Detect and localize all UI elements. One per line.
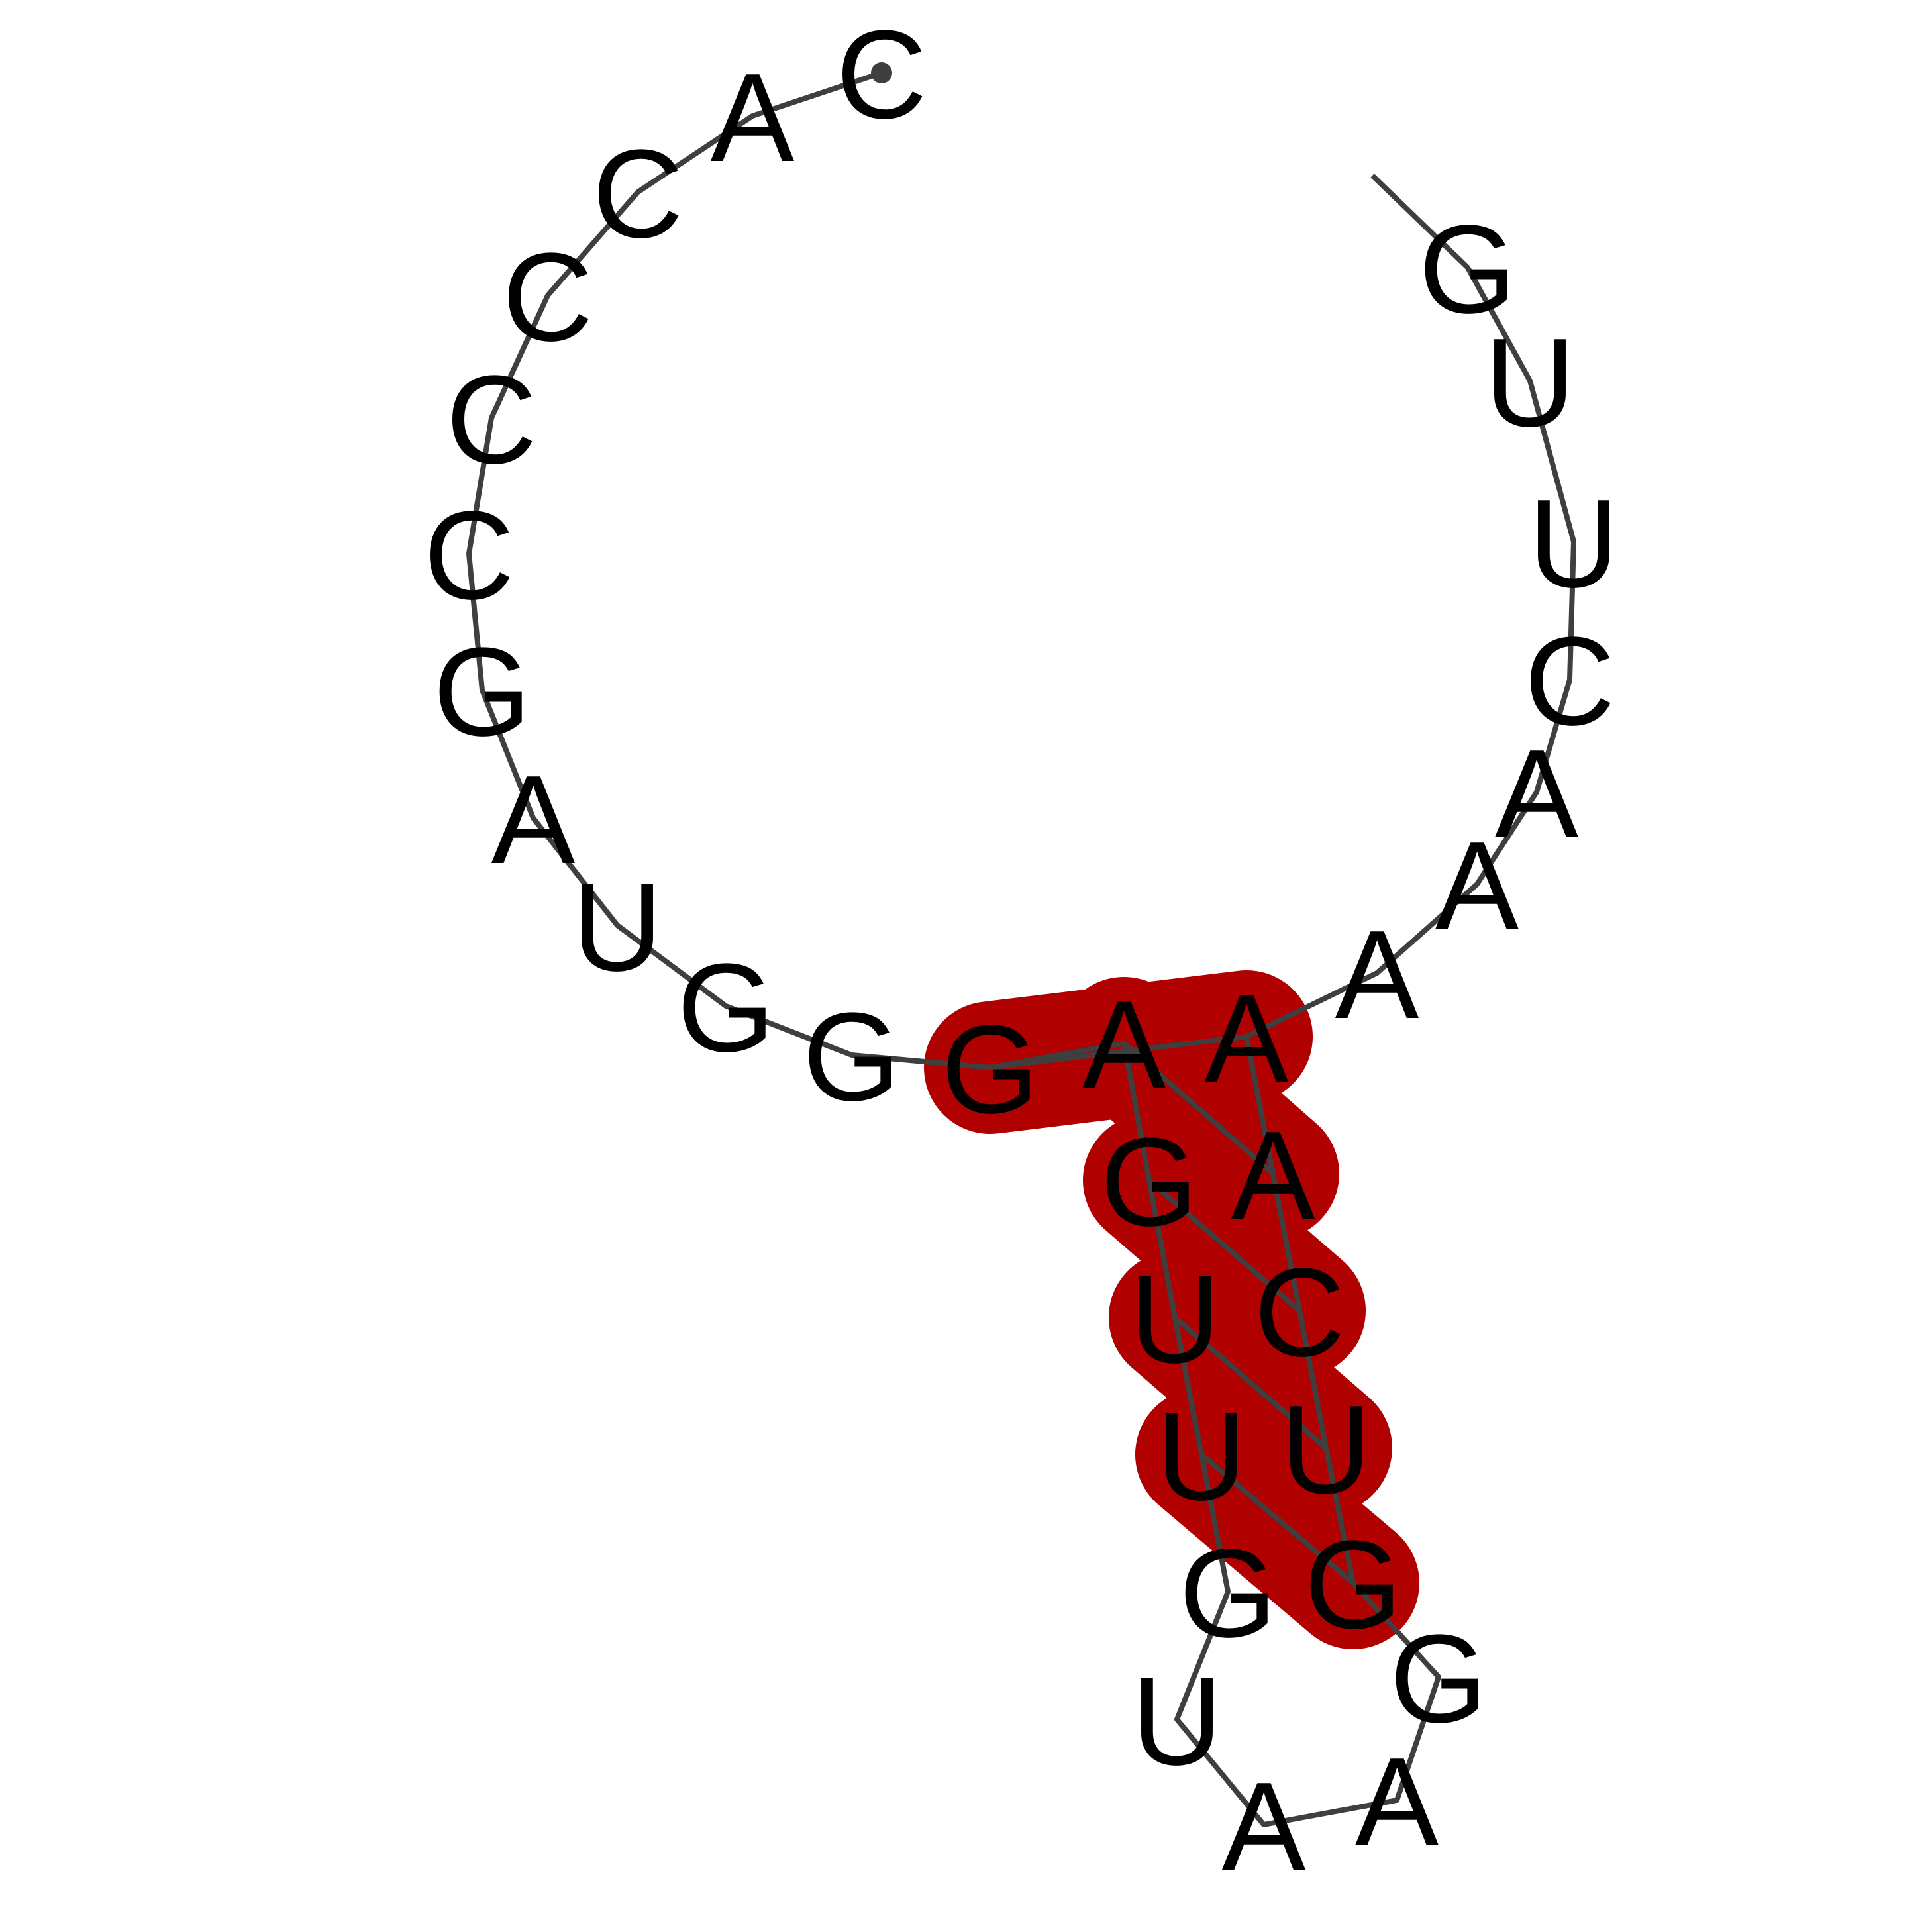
nucleotide-label: G (1304, 1515, 1402, 1655)
nucleotide-label: U (1131, 1651, 1222, 1792)
nucleotide-label: C (1254, 1243, 1345, 1383)
nucleotide-label: U (1484, 313, 1575, 453)
nucleotide-label: G (1419, 199, 1517, 340)
nucleotide-label: A (1222, 1756, 1306, 1897)
base-pair-bond (990, 1034, 1247, 1070)
nucleotide-label: U (572, 857, 662, 997)
base-pair-bonds (990, 1034, 1355, 1586)
base-pair-bond (1199, 1452, 1355, 1586)
nucleotide-label: U (1528, 474, 1619, 614)
nucleotide-label: A (1495, 724, 1579, 864)
nucleotide-label: A (711, 48, 795, 188)
base-pair-bond (1122, 1041, 1275, 1176)
nucleotide-label: G (433, 622, 531, 762)
nucleotide-label: C (502, 227, 593, 368)
nucleotide-label: G (941, 999, 1039, 1140)
nucleotide-label: A (1082, 975, 1166, 1115)
nucleotide-label: C (423, 485, 514, 626)
nucleotide-label: A (1335, 905, 1419, 1045)
nucleotide-label: A (1355, 1732, 1439, 1872)
nucleotide-label: G (803, 987, 901, 1127)
nucleotide-label: U (1156, 1386, 1246, 1527)
five-prime-end-marker (871, 62, 892, 83)
nucleotide-label: A (1231, 1105, 1315, 1246)
nucleotide-label: G (677, 938, 775, 1078)
nucleotide-label: G (1390, 1609, 1488, 1749)
base-pair-bond (1173, 1315, 1328, 1450)
nucleotide-label: C (592, 124, 683, 264)
nucleotide-label: G (1100, 1112, 1198, 1252)
nucleotide-label: U (1280, 1380, 1371, 1520)
nucleotide-label: A (1435, 816, 1519, 956)
nucleotide-label: A (491, 750, 576, 890)
nucleotide-label: U (1129, 1249, 1220, 1390)
base-pair-bond (1147, 1178, 1301, 1313)
nucleotide-label: C (446, 350, 536, 490)
sugar-phosphate-backbone (466, 70, 1576, 1827)
nucleotide-label: A (1205, 968, 1289, 1109)
nucleotide-label: C (836, 5, 927, 145)
nucleotide-label: G (1179, 1523, 1277, 1664)
nucleotide-label: C (1524, 611, 1615, 752)
